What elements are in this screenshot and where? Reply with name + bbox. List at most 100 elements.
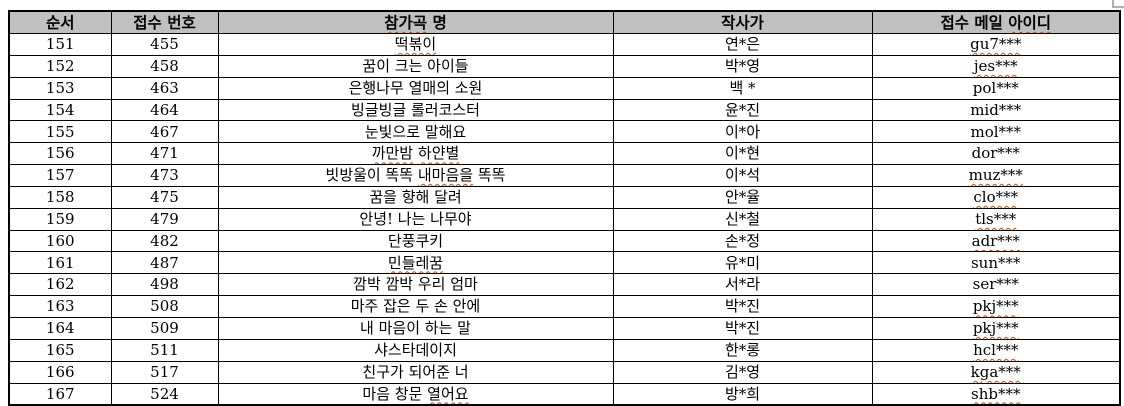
email-id-segment: mid*** <box>970 100 1022 119</box>
song-title-segment: 민들레꿈 <box>387 253 444 272</box>
cell-song-title: 떡볶이 <box>217 33 614 56</box>
cell-order: 153 <box>8 76 112 100</box>
email-id-segment: clo*** <box>973 188 1019 207</box>
cell-entry-number: 509 <box>110 316 219 340</box>
cell-song-title: 단풍쿠키 <box>217 229 614 253</box>
column-header-number-segment: 접수 번호 <box>133 12 196 32</box>
cell-entry-number: 463 <box>110 76 219 100</box>
cell-order: 151 <box>8 33 112 56</box>
email-id-segment: pol*** <box>972 78 1019 97</box>
email-id-segment: pkj*** <box>972 319 1019 338</box>
cell-song-title: 안녕! 나는 나무야 <box>217 207 614 231</box>
cell-email-id: gu7*** <box>871 33 1121 56</box>
cell-email-id: pol*** <box>871 76 1121 100</box>
song-title-segment: 빙글빙글 롤러코스터 <box>351 100 480 119</box>
song-title-segment: 깜박 깜박 우리 엄마 <box>353 275 478 294</box>
table-row: 153 463 은행나무 열매의 소원 백 * pol*** <box>8 76 1121 100</box>
song-title-segment: 내마음을 <box>417 166 474 185</box>
cell-entry-number: 479 <box>110 207 219 231</box>
email-id-segment: muz*** <box>968 166 1023 185</box>
table-row: 152 458 꿈이 크는 아이들 박*영 jes*** <box>8 54 1121 78</box>
song-title-segment: 샤스타데이지 <box>374 340 457 359</box>
table-row: 165 511 샤스타데이지 한*롱 hcl*** <box>8 338 1121 362</box>
cell-song-title: 민들레꿈 <box>217 251 614 275</box>
song-title-segment: 빗방울이 똑똑 <box>325 166 418 185</box>
cell-song-title: 빗방울이 똑똑 내마음을 똑똑 <box>217 164 614 187</box>
cell-entry-number: 524 <box>110 382 219 406</box>
cell-lyricist: 연*은 <box>612 33 873 56</box>
cell-email-id: mid*** <box>871 98 1121 122</box>
cell-song-title: 샤스타데이지 <box>217 338 614 362</box>
cell-order: 152 <box>8 54 112 78</box>
cell-order: 164 <box>8 316 112 340</box>
table-row: 160 482 단풍쿠키 손*정 adr*** <box>8 229 1121 253</box>
cell-song-title: 내 마음이 하는 말 <box>217 316 614 340</box>
email-id-segment: gu7*** <box>970 35 1022 54</box>
cell-song-title: 친구가 되어준 너 <box>217 360 614 384</box>
column-header-email: 접수 메일 아이디 <box>871 10 1121 34</box>
email-id-segment: shb*** <box>971 384 1021 403</box>
cell-order: 157 <box>8 164 112 187</box>
cell-order: 162 <box>8 273 112 297</box>
song-title-segment: 하얀별 <box>417 144 460 163</box>
cell-email-id: muz*** <box>871 164 1121 187</box>
song-title-segment: 떡볶이 <box>394 35 437 54</box>
song-title-segment: 꿈을 향해 달려 <box>369 188 462 207</box>
cell-email-id: jes*** <box>871 54 1121 78</box>
table-row: 156 471 까만밤 하얀별 이*현 dor*** <box>8 142 1121 166</box>
cell-order: 158 <box>8 185 112 209</box>
column-header-order: 순서 <box>8 10 112 34</box>
song-title-segment: 안녕! 나는 나무야 <box>359 209 472 228</box>
song-title-segment: 마음 창문 <box>362 384 428 403</box>
column-header-song: 참가곡 명 <box>217 10 614 34</box>
cell-email-id: sun*** <box>871 251 1121 275</box>
cell-entry-number: 458 <box>110 54 219 78</box>
header-row: 순서 접수 번호 참가곡 명 작사가 접수 메일 아이디 <box>8 10 1121 34</box>
cell-lyricist: 이*석 <box>612 164 873 187</box>
email-id-segment: sun*** <box>970 253 1021 272</box>
cell-lyricist: 박*진 <box>612 316 873 340</box>
column-header-email-segment: 아이디 <box>1008 12 1052 32</box>
cell-order: 154 <box>8 98 112 122</box>
cell-lyricist: 안*율 <box>612 185 873 209</box>
cell-entry-number: 482 <box>110 229 219 253</box>
song-title-segment: 똑똑 <box>473 166 506 185</box>
song-title-segment: 내 마음이 하는 말 <box>360 319 471 338</box>
table-row: 155 467 눈빛으로 말해요 이*아 mol*** <box>8 120 1121 144</box>
song-title-segment: 친구가 되어준 너 <box>362 362 469 381</box>
column-header-song-segment: 명 <box>427 12 447 32</box>
cell-entry-number: 464 <box>110 98 219 122</box>
column-header-writer-segment: 작사가 <box>721 12 764 32</box>
table-row: 164 509 내 마음이 하는 말 박*진 pkj*** <box>8 316 1121 340</box>
cell-lyricist: 이*아 <box>612 120 873 144</box>
cell-song-title: 눈빛으로 말해요 <box>217 120 614 144</box>
cell-song-title: 꿈을 향해 달려 <box>217 185 614 209</box>
cell-entry-number: 498 <box>110 273 219 297</box>
cell-email-id: pkj*** <box>871 316 1121 340</box>
cell-order: 159 <box>8 207 112 231</box>
cell-email-id: shb*** <box>871 382 1121 406</box>
table-row: 162 498 깜박 깜박 우리 엄마 서*라 ser*** <box>8 273 1121 297</box>
cell-email-id: adr*** <box>871 229 1121 253</box>
column-header-writer: 작사가 <box>612 10 873 34</box>
song-title-segment: 까만밤 <box>371 144 414 163</box>
cell-lyricist: 신*철 <box>612 207 873 231</box>
cell-email-id: ser*** <box>871 273 1121 297</box>
email-id-segment: tls*** <box>975 209 1017 228</box>
table-row: 167 524 마음 창문 열어요 방*희 shb*** <box>8 382 1121 406</box>
email-id-segment: hcl*** <box>973 340 1019 359</box>
cell-lyricist: 유*미 <box>612 251 873 275</box>
table-row: 161 487 민들레꿈 유*미 sun*** <box>8 251 1121 275</box>
cell-entry-number: 487 <box>110 251 219 275</box>
cell-email-id: clo*** <box>871 185 1121 209</box>
table-body: 151 455 떡볶이 연*은 gu7*** 152 458 꿈이 크는 아이들 박*영 jes*… <box>8 33 1121 406</box>
cell-song-title: 은행나무 열매의 소원 <box>217 76 614 100</box>
song-title-segment: 꿈이 크는 아이들 <box>362 57 469 76</box>
table-row: 151 455 떡볶이 연*은 gu7*** <box>8 33 1121 56</box>
email-id-segment: kga*** <box>970 362 1021 381</box>
cell-song-title: 까만밤 하얀별 <box>217 142 614 166</box>
cell-entry-number: 471 <box>110 142 219 166</box>
cell-order: 160 <box>8 229 112 253</box>
cell-song-title: 마음 창문 열어요 <box>217 382 614 406</box>
cropped-ui-artifact <box>1112 0 1124 8</box>
